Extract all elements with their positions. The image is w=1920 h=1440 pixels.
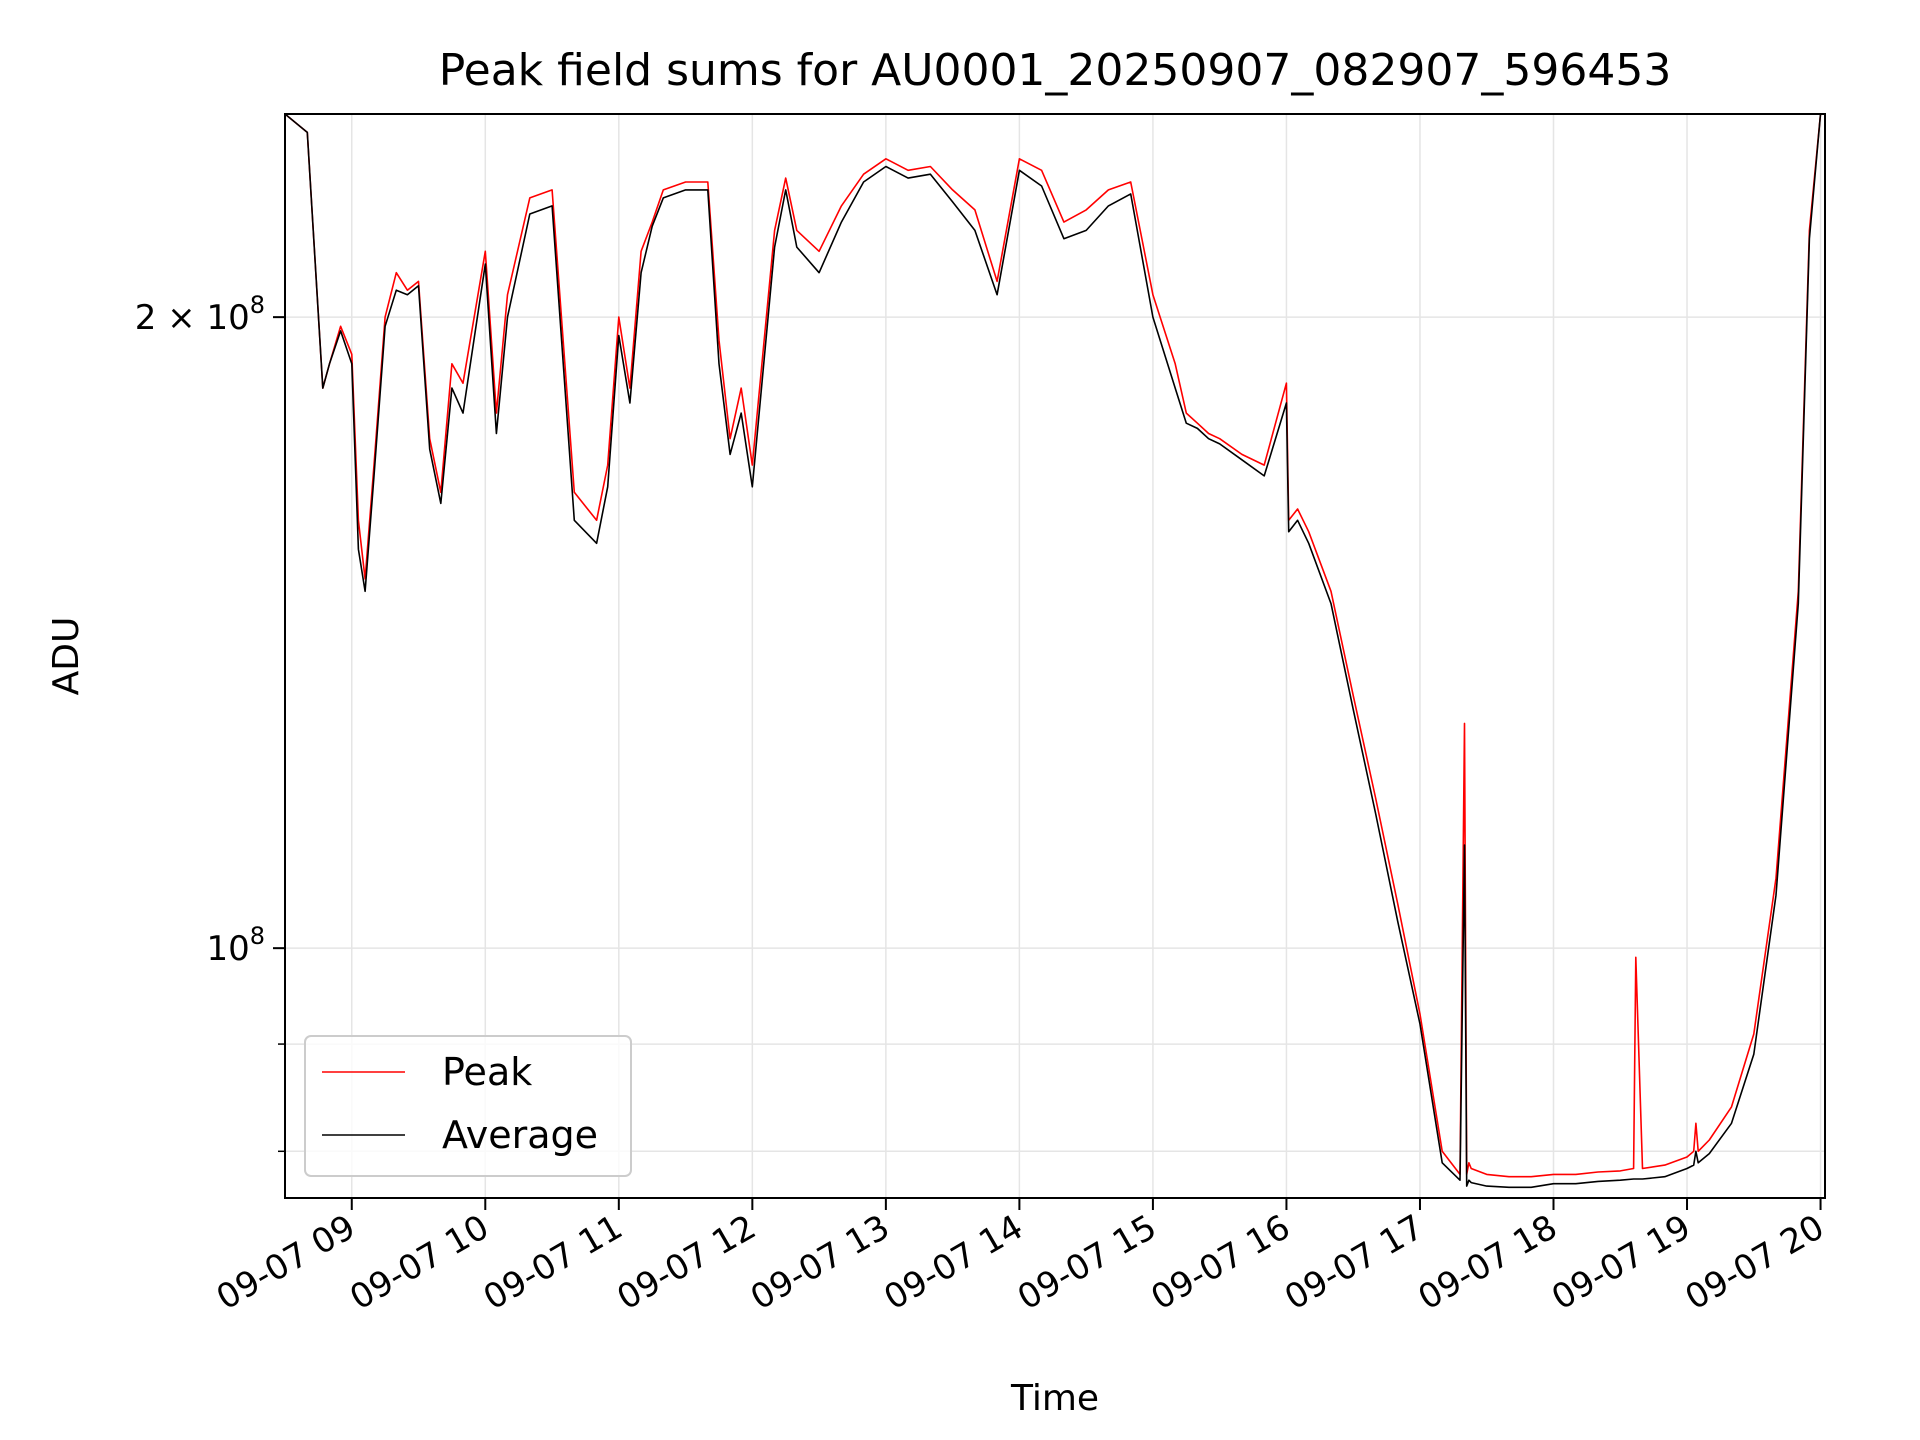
y-axis-ticks: 2 × 108 108: [135, 291, 285, 1153]
grid-lines: [285, 114, 1825, 1198]
x-axis-label: Time: [1010, 1378, 1099, 1419]
series-line-peak: [284, 113, 1822, 1178]
y-axis-label: ADU: [46, 617, 87, 696]
series-line-average: [284, 113, 1822, 1189]
y-tick-label: 108: [206, 922, 265, 969]
legend-peak-label: Peak: [442, 1050, 532, 1094]
chart-title: Peak field sums for AU0001_20250907_0829…: [439, 45, 1672, 96]
series-layer: [284, 113, 1822, 1189]
legend-average-label: Average: [442, 1113, 598, 1157]
plot-frame: [284, 113, 1826, 1199]
legend: Peak Average: [304, 1035, 632, 1177]
legend-box: [304, 1035, 632, 1177]
y-tick-label: 2 × 108: [135, 291, 265, 338]
